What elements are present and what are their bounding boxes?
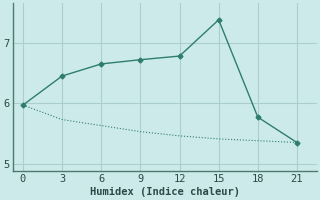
X-axis label: Humidex (Indice chaleur): Humidex (Indice chaleur) <box>90 186 239 197</box>
